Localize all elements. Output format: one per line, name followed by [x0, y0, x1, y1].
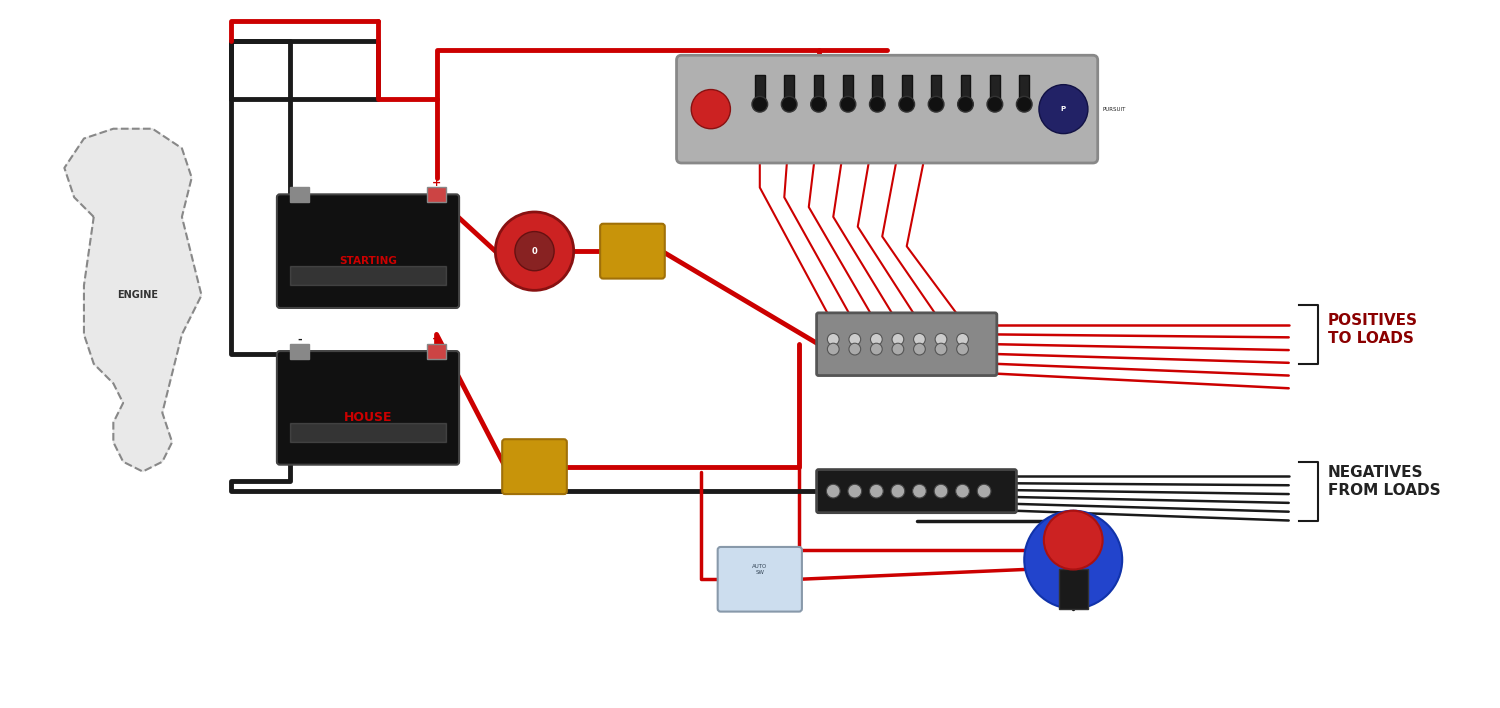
Bar [427, 344, 447, 359]
Circle shape [870, 96, 885, 112]
Circle shape [1044, 510, 1102, 569]
Bar [843, 75, 854, 99]
Circle shape [870, 333, 882, 346]
Text: -: - [297, 334, 302, 344]
Circle shape [514, 232, 554, 270]
Circle shape [849, 333, 861, 346]
Circle shape [752, 96, 768, 112]
Bar [427, 188, 447, 202]
FancyBboxPatch shape [278, 194, 459, 308]
Bar [754, 75, 765, 99]
FancyBboxPatch shape [717, 547, 803, 612]
Circle shape [898, 96, 915, 112]
Circle shape [928, 96, 944, 112]
Text: POSITIVES
TO LOADS: POSITIVES TO LOADS [1328, 314, 1418, 346]
Bar [813, 75, 824, 99]
Circle shape [987, 96, 1002, 112]
Circle shape [934, 343, 946, 355]
Circle shape [849, 343, 861, 355]
Bar [290, 344, 309, 359]
Text: P: P [1060, 106, 1066, 112]
Text: HOUSE: HOUSE [344, 411, 393, 424]
Circle shape [495, 212, 573, 290]
Circle shape [957, 343, 969, 355]
Circle shape [1017, 96, 1032, 112]
Circle shape [840, 96, 856, 112]
Circle shape [870, 343, 882, 355]
Circle shape [914, 343, 926, 355]
Polygon shape [64, 129, 201, 472]
Circle shape [810, 96, 826, 112]
Text: NEGATIVES
FROM LOADS: NEGATIVES FROM LOADS [1328, 465, 1440, 498]
Bar [932, 75, 940, 99]
Circle shape [1024, 510, 1122, 609]
Bar [902, 75, 912, 99]
FancyBboxPatch shape [676, 55, 1098, 163]
Circle shape [957, 333, 969, 346]
Circle shape [976, 484, 992, 498]
Circle shape [914, 333, 926, 346]
Circle shape [912, 484, 927, 498]
FancyBboxPatch shape [503, 439, 567, 494]
Text: +: + [432, 178, 441, 188]
Text: PURSUIT: PURSUIT [1102, 107, 1126, 112]
Bar [1020, 75, 1029, 99]
Circle shape [692, 89, 730, 129]
Bar [290, 188, 309, 202]
Bar [960, 75, 970, 99]
Circle shape [957, 96, 974, 112]
Circle shape [782, 96, 796, 112]
Text: AUTO
SW: AUTO SW [752, 564, 768, 575]
Circle shape [870, 484, 883, 498]
Circle shape [827, 484, 840, 498]
Text: +: + [432, 334, 441, 344]
Circle shape [934, 484, 948, 498]
Bar [990, 75, 1000, 99]
Circle shape [828, 343, 839, 355]
Circle shape [1040, 85, 1088, 134]
Bar [873, 75, 882, 99]
Circle shape [956, 484, 969, 498]
Text: 0: 0 [531, 246, 537, 256]
FancyBboxPatch shape [816, 469, 1017, 513]
Circle shape [828, 333, 839, 346]
FancyBboxPatch shape [816, 313, 998, 375]
Circle shape [847, 484, 861, 498]
Circle shape [891, 484, 904, 498]
Circle shape [934, 333, 946, 346]
Text: ENGINE: ENGINE [117, 290, 159, 300]
Circle shape [892, 333, 904, 346]
Bar [784, 75, 794, 99]
Text: STARTING: STARTING [339, 256, 398, 266]
Circle shape [892, 343, 904, 355]
FancyBboxPatch shape [600, 224, 664, 278]
FancyBboxPatch shape [278, 351, 459, 464]
Bar [1059, 569, 1088, 609]
